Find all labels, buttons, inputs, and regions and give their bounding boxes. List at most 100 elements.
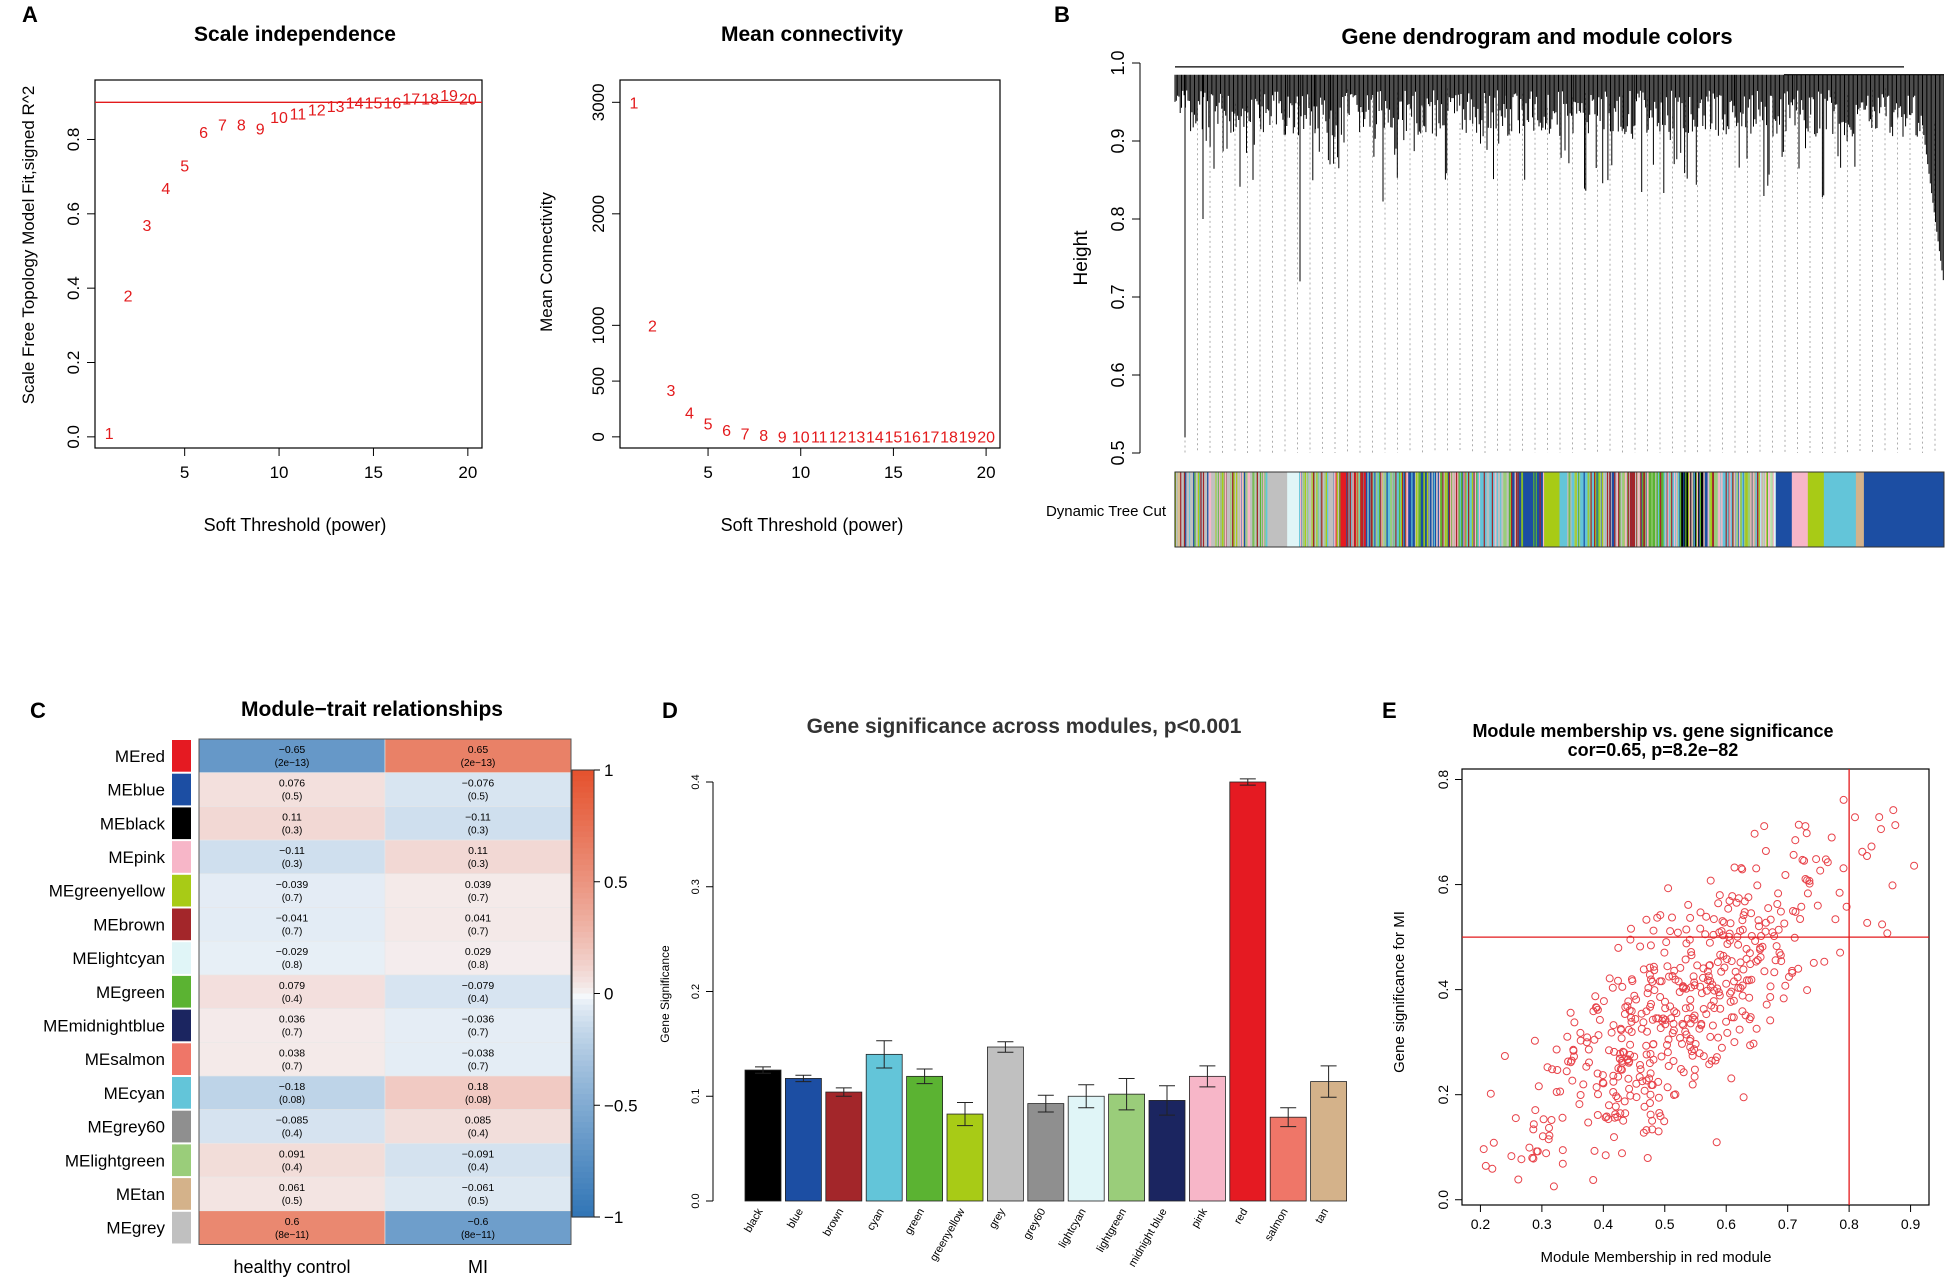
- heatmap-cell: [198, 907, 386, 942]
- heatmap-cell-value: −0.039: [276, 879, 309, 891]
- color-bar-stripes-pink: [1178, 472, 1774, 547]
- heatmap-row-label: MElightgreen: [65, 1151, 165, 1170]
- heatmap-cell-value: −0.061: [462, 1182, 495, 1194]
- chart-mean-connectivity: Mean connectivity Soft Threshold (power)…: [537, 23, 1001, 535]
- a2-point-label: 6: [722, 423, 731, 440]
- color-bar-frame: [1174, 471, 1945, 548]
- heatmap-legend-step: [572, 1110, 594, 1118]
- heatmap-cell-pvalue: (0.08): [279, 1095, 305, 1106]
- heatmap-row-label: MEsalmon: [85, 1050, 165, 1069]
- a1-ytick-label: 0.4: [64, 276, 83, 300]
- chart-e-subtitle: cor=0.65, p=8.2e−82: [1568, 740, 1739, 760]
- heatmap-cell: [384, 974, 572, 1009]
- heatmap-row-label: MEtan: [116, 1185, 165, 1204]
- heatmap-cell: [198, 1075, 386, 1111]
- chart-a1-title: Scale independence: [194, 23, 396, 46]
- chart-a1-ylabel: Scale Free Topology Model Fit,signed R^2: [19, 86, 38, 405]
- bar-grey60: [1027, 1103, 1065, 1202]
- heatmap-row-label: MEgrey: [106, 1219, 165, 1238]
- a2-point-label: 17: [922, 429, 940, 446]
- a1-point-label: 16: [383, 95, 401, 112]
- e-xtick-label: 0.5: [1655, 1216, 1675, 1232]
- a1-point-label: 8: [237, 118, 246, 135]
- bar-lightcyan: [1067, 1095, 1105, 1202]
- a2-ytick-label: 2000: [589, 195, 608, 233]
- heatmap-row-label: MEbrown: [93, 915, 165, 934]
- d-ytick-label: 0.4: [690, 774, 702, 789]
- heatmap-legend-step: [572, 831, 594, 838]
- heatmap-cell-pvalue: (8e−11): [275, 1230, 309, 1241]
- heatmap-cell-value: 0.041: [465, 913, 491, 925]
- a2-point-label: 2: [648, 318, 657, 335]
- heatmap-cell-pvalue: (0.5): [282, 792, 303, 803]
- heatmap-cell-value: 0.076: [279, 778, 305, 790]
- heatmap-cell: [198, 1143, 386, 1178]
- heatmap-legend-step: [572, 948, 594, 955]
- b-ytick-label: 0.5: [1108, 440, 1128, 465]
- heatmap-legend-label: −0.5: [604, 1096, 638, 1115]
- color-bar-segment-tan: [1855, 472, 1865, 547]
- heatmap-legend-step: [572, 920, 594, 928]
- heatmap-cell-pvalue: (0.7): [282, 927, 303, 938]
- e-xtick-label: 0.4: [1594, 1216, 1614, 1232]
- a2-xtick-label: 15: [884, 463, 903, 482]
- heatmap-cell-value: 0.085: [465, 1115, 491, 1127]
- a1-xtick-label: 15: [364, 463, 383, 482]
- bar-black: [744, 1069, 782, 1202]
- heatmap-module-swatch-brown: [172, 908, 191, 941]
- heatmap-module-swatch-red: [172, 740, 191, 772]
- b-ytick-label: 0.8: [1108, 206, 1128, 231]
- a2-point-label: 13: [847, 429, 865, 446]
- chart-d-title: Gene significance across modules, p<0.00…: [807, 715, 1242, 738]
- heatmap-legend-step: [572, 1200, 594, 1207]
- error-bar-black: [755, 1066, 771, 1074]
- e-xtick-label: 0.2: [1471, 1216, 1491, 1232]
- heatmap-legend-step: [572, 909, 594, 916]
- heatmap-legend-step: [572, 1211, 594, 1218]
- bar-label: lightcyan: [1057, 1207, 1089, 1251]
- a1-point-label: 4: [161, 181, 170, 198]
- heatmap-cell: [384, 839, 572, 875]
- b-ytick-label: 0.6: [1108, 362, 1128, 387]
- a1-xtick-label: 20: [458, 463, 477, 482]
- chart-e-ylabel: Gene significance for MI: [1391, 911, 1408, 1073]
- e-xtick-label: 0.6: [1716, 1216, 1736, 1232]
- b-ytick-label: 1.0: [1108, 50, 1128, 75]
- e-ytick-label: 0.0: [1435, 1190, 1451, 1210]
- bar-tan: [1310, 1081, 1347, 1202]
- d-ytick-label: 0.3: [690, 879, 702, 894]
- heatmap-cell-pvalue: (0.8): [282, 960, 303, 971]
- heatmap-cell-value: −0.038: [462, 1047, 495, 1059]
- heatmap-legend-step: [572, 797, 594, 805]
- heatmap-cell-value: −0.11: [279, 845, 305, 857]
- heatmap-legend-step: [572, 999, 594, 1006]
- bar-grey: [987, 1046, 1024, 1202]
- heatmap-legend-step: [572, 825, 594, 833]
- heatmap-cell-value: −0.6: [468, 1216, 489, 1228]
- panel-label-d: D: [662, 698, 678, 723]
- heatmap-module-swatch-lightcyan: [172, 942, 191, 974]
- chart-a2-frame: [619, 79, 1001, 449]
- heatmap-legend-step: [572, 1038, 594, 1045]
- heatmap-legend-label: 0: [604, 985, 613, 1004]
- bar-brown: [825, 1091, 863, 1202]
- heatmap-legend-step: [572, 1004, 594, 1011]
- bar-greenyellow: [946, 1113, 984, 1202]
- heatmap-legend-step: [572, 1066, 594, 1073]
- heatmap-cell-pvalue: (0.4): [282, 1162, 303, 1173]
- chart-e-title: Module membership vs. gene significance: [1472, 721, 1833, 741]
- a1-point-label: 1: [105, 426, 114, 443]
- heatmap-row-label: MEcyan: [104, 1084, 165, 1103]
- chart-a2-xlabel: Soft Threshold (power): [721, 515, 904, 535]
- heatmap-cell-pvalue: (0.5): [282, 1196, 303, 1207]
- a1-ytick-label: 0.6: [64, 202, 83, 226]
- heatmap-legend-step: [572, 1049, 594, 1056]
- heatmap-cell-value: 0.039: [465, 879, 491, 891]
- heatmap-legend-step: [572, 859, 594, 866]
- error-bar-red: [1239, 778, 1256, 786]
- heatmap-cell-pvalue: (0.7): [468, 1028, 489, 1039]
- heatmap-cell-pvalue: (0.3): [282, 825, 303, 836]
- heatmap-cell: [384, 1008, 572, 1043]
- bar-midnightblue: [1148, 1100, 1186, 1202]
- a1-xtick-label: 5: [180, 463, 189, 482]
